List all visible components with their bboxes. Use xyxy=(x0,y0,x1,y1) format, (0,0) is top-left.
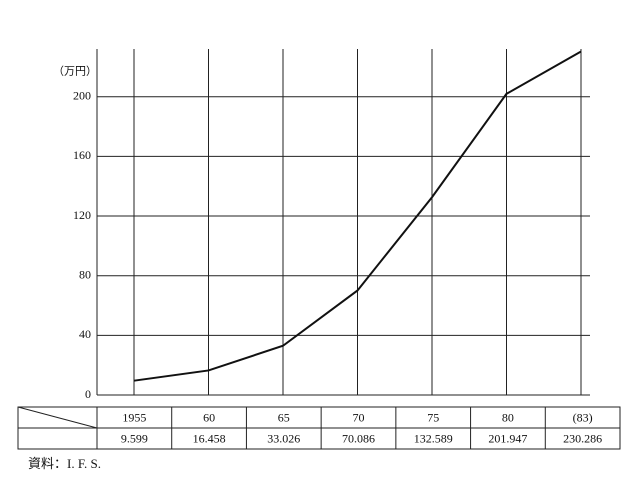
y-tick-label: 0 xyxy=(85,387,91,401)
table-value: 132.589 xyxy=(414,431,453,445)
y-tick-label: 40 xyxy=(79,327,91,341)
table-category: 80 xyxy=(502,410,514,424)
table-value: 70.086 xyxy=(342,431,375,445)
table-category: 1955 xyxy=(122,410,146,424)
table-category: 75 xyxy=(427,410,439,424)
table-category: (83) xyxy=(573,410,593,424)
table-value: 33.026 xyxy=(267,431,300,445)
y-tick-label: 200 xyxy=(73,88,91,102)
line xyxy=(133,50,582,382)
table-value: 9.599 xyxy=(121,431,148,445)
y-tick-label: 120 xyxy=(73,208,91,222)
table-category: 60 xyxy=(203,410,215,424)
table-value: 16.458 xyxy=(193,431,226,445)
table-category: 65 xyxy=(278,410,290,424)
y-tick-label: 160 xyxy=(73,148,91,162)
table-diagonal xyxy=(17,406,98,429)
table-value: 201.947 xyxy=(488,431,527,445)
y-tick-label: 80 xyxy=(79,267,91,281)
table-value: 230.286 xyxy=(563,431,602,445)
source-note: 資料：I. F. S. xyxy=(28,456,101,471)
unit-label: （万円） xyxy=(53,65,97,78)
table-category: 70 xyxy=(353,410,365,424)
